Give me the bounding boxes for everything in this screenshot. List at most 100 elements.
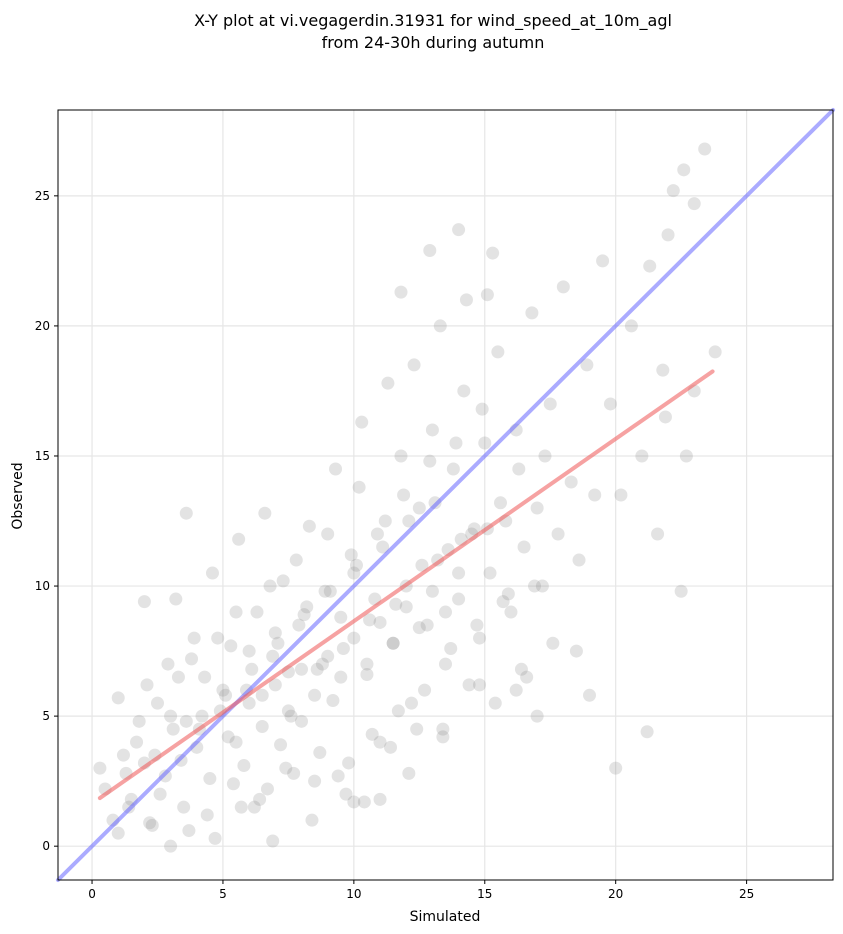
scatter-point	[564, 475, 578, 489]
scatter-point	[467, 522, 481, 536]
regression-line	[97, 369, 715, 801]
scatter-point	[687, 197, 701, 211]
scatter-point	[452, 223, 466, 237]
scatter-point	[386, 636, 400, 650]
scatter-point	[373, 615, 387, 629]
scatter-point	[200, 808, 214, 822]
scatter-point	[373, 735, 387, 749]
scatter-point	[543, 397, 557, 411]
y-tick-label: 10	[35, 579, 50, 593]
x-tick-label: 20	[608, 887, 623, 901]
scatter-point	[483, 566, 497, 580]
scatter-point	[357, 795, 371, 809]
scatter-point	[496, 595, 510, 609]
scatter-point	[394, 449, 408, 463]
scatter-point	[449, 436, 463, 450]
scatter-point	[342, 756, 356, 770]
identity-line	[56, 108, 835, 882]
scatter-point	[583, 688, 597, 702]
scatter-point	[216, 683, 230, 697]
scatter-point	[226, 777, 240, 791]
scatter-point	[661, 228, 675, 242]
scatter-point	[182, 824, 196, 838]
scatter-point	[410, 722, 424, 736]
scatter-point	[219, 688, 233, 702]
y-axis-label: Observed	[10, 462, 26, 529]
scatter-point	[130, 735, 144, 749]
scatter-point	[334, 610, 348, 624]
scatter-point	[444, 641, 458, 655]
scatter-point	[425, 423, 439, 437]
scatter-point	[677, 163, 691, 177]
scatter-point	[179, 506, 193, 520]
scatter-point	[93, 761, 107, 775]
scatter-point	[389, 597, 403, 611]
scatter-point	[386, 636, 400, 650]
scatter-point	[433, 319, 447, 333]
scatter-point	[347, 795, 361, 809]
y-tick-label: 15	[35, 449, 50, 463]
scatter-point	[268, 678, 282, 692]
scatter-point	[528, 579, 542, 593]
scatter-point	[185, 652, 199, 666]
scatter-point	[153, 787, 167, 801]
scatter-point	[473, 678, 487, 692]
scatter-point	[253, 792, 267, 806]
scatter-point	[404, 696, 418, 710]
scatter-point	[360, 667, 374, 681]
scatter-point	[116, 748, 130, 762]
scatter-point	[308, 688, 322, 702]
scatter-point	[344, 548, 358, 562]
scatter-point	[603, 397, 617, 411]
scatter-point	[423, 454, 437, 468]
scatter-point	[140, 678, 154, 692]
scatter-point	[572, 553, 586, 567]
scatter-point	[255, 720, 269, 734]
x-tick-label: 15	[477, 887, 492, 901]
scatter-point	[530, 709, 544, 723]
scatter-point	[666, 184, 680, 198]
scatter-point	[276, 574, 290, 588]
scatter-point	[352, 480, 366, 494]
scatter-point	[512, 462, 526, 476]
scatter-point	[391, 704, 405, 718]
scatter-point	[514, 662, 528, 676]
chart-title-line1: X-Y plot at vi.vegagerdin.31931 for wind…	[194, 11, 672, 31]
scatter-point	[266, 649, 280, 663]
scatter-point	[436, 730, 450, 744]
scatter-point	[407, 358, 421, 372]
scatter-point	[556, 280, 570, 294]
scatter-point	[302, 519, 316, 533]
scatter-point	[643, 259, 657, 273]
scatter-point	[399, 600, 413, 614]
scatter-point	[187, 631, 201, 645]
scatter-point	[234, 800, 248, 814]
scatter-point	[355, 415, 369, 429]
scatter-point	[111, 691, 125, 705]
scatter-point	[509, 683, 523, 697]
scatter-point	[412, 501, 426, 515]
scatter-point	[491, 345, 505, 359]
scatter-point	[321, 527, 335, 541]
scatter-point	[237, 759, 251, 773]
scatter-point	[211, 631, 225, 645]
scatter-point	[436, 722, 450, 736]
scatter-point	[614, 488, 628, 502]
scatter-point	[475, 402, 489, 416]
scatter-point	[420, 618, 434, 632]
scatter-point	[708, 345, 722, 359]
scatter-point	[166, 722, 180, 736]
scatter-point	[271, 636, 285, 650]
scatter-point	[425, 584, 439, 598]
scatter-point	[457, 384, 471, 398]
scatter-point	[378, 514, 392, 528]
y-tick-label: 20	[35, 319, 50, 333]
scatter-point	[640, 725, 654, 739]
y-axis-ticks: 0 5 10 15 20 25	[35, 189, 58, 853]
scatter-point	[339, 787, 353, 801]
scatter-point	[164, 839, 178, 853]
reference-lines	[56, 108, 835, 882]
scatter-point	[493, 496, 507, 510]
scatter-point	[279, 761, 293, 775]
